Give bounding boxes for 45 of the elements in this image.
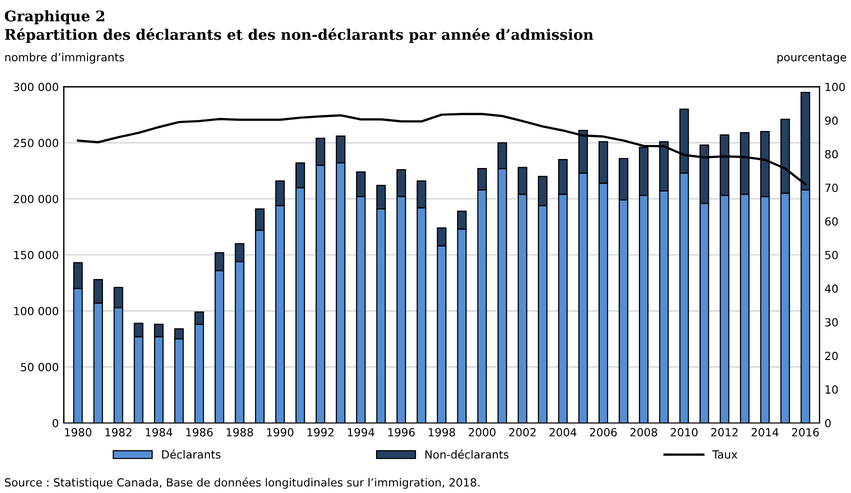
x-tick-label: 1988 <box>226 428 253 436</box>
y-tick-label: 300 000 <box>14 82 58 92</box>
y2-tick-label: 80 <box>825 150 838 158</box>
x-tick-label: 1980 <box>65 428 92 436</box>
y2-tick-label: 90 <box>825 116 838 125</box>
legend-label: Non-déclarants <box>425 450 508 459</box>
x-tick-label: 2010 <box>670 428 698 436</box>
y-tick-label: 0 <box>52 418 58 428</box>
y2-tick-label: 20 <box>825 352 838 360</box>
y-tick-label: 250 000 <box>14 138 58 148</box>
y-tick-label: 100 000 <box>14 306 58 316</box>
x-tick-label: 1982 <box>105 428 132 436</box>
x-tick-label: 2002 <box>509 428 536 436</box>
y-tick-label: 50 000 <box>20 362 58 372</box>
chart-title: Graphique 2 <box>4 10 104 24</box>
x-tick-label: 1984 <box>146 428 172 436</box>
x-tick-label: 1992 <box>308 428 334 436</box>
x-tick-label: 2016 <box>792 428 819 436</box>
x-tick-label: 1990 <box>267 428 294 436</box>
x-tick-label: 1996 <box>388 428 415 436</box>
x-tick-label: 2014 <box>752 428 778 436</box>
x-tick-label: 1998 <box>428 428 456 436</box>
y2-tick-label: 50 <box>825 250 838 260</box>
x-tick-label: 2006 <box>590 428 617 436</box>
chart-subtitle: Répartition des déclarants et des non-déclarants par année d’admission <box>4 28 594 43</box>
y-tick-label: 150 000 <box>14 250 58 260</box>
x-tick-label: 2008 <box>630 428 658 436</box>
y-tick-label: 200 000 <box>14 194 58 204</box>
y2-tick-label: 70 <box>825 184 838 192</box>
y2-tick-label: 100 <box>826 82 845 92</box>
x-tick-label: 2004 <box>550 428 576 436</box>
legend-label: Déclarants <box>162 450 220 459</box>
x-tick-label: 2012 <box>711 428 738 436</box>
y2-tick-label: 30 <box>825 318 838 327</box>
legend-label: Taux <box>712 450 738 459</box>
x-tick-label: 1994 <box>348 428 374 436</box>
y2-tick-label: 0 <box>825 418 831 428</box>
x-tick-label: 1986 <box>186 428 213 436</box>
y2-axis-title: pourcentage <box>778 53 846 64</box>
y2-tick-label: 40 <box>824 284 838 293</box>
source-note: Source : Statistique Canada, Base de données longitudinales sur l’immigration, 2018. <box>4 478 480 489</box>
y2-tick-label: 60 <box>825 217 838 226</box>
y-axis-title: nombre d’immigrants <box>5 52 124 64</box>
x-tick-label: 2000 <box>468 428 496 436</box>
y2-tick-label: 10 <box>826 385 838 394</box>
